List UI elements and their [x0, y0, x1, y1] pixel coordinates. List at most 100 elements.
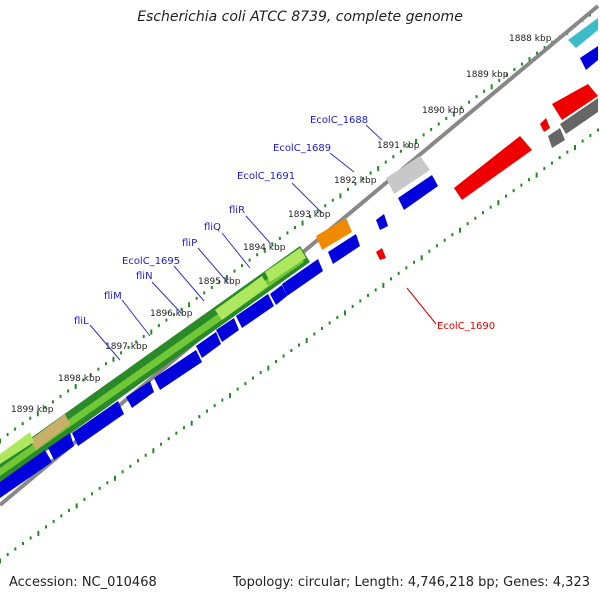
tick-mark: [271, 242, 274, 246]
tick-mark: [112, 356, 115, 362]
tick-mark: [74, 384, 77, 390]
tick-mark: [218, 280, 221, 284]
tick-mark: [520, 62, 523, 66]
tick-mark: [152, 448, 155, 454]
tick-mark: [21, 422, 24, 426]
tick-mark: [59, 394, 62, 398]
tick-label: 1899 kbp: [11, 405, 54, 415]
tick-mark: [97, 367, 100, 371]
tick-mark: [346, 187, 349, 191]
tick-mark: [278, 236, 281, 240]
tick-mark: [344, 310, 346, 316]
tick-mark: [305, 337, 308, 343]
tick-mark: [528, 57, 531, 63]
tick-mark: [430, 127, 433, 131]
tick-mark: [339, 193, 342, 199]
tick-mark: [37, 530, 40, 536]
tick-mark: [467, 100, 470, 104]
tick-mark: [0, 558, 1, 564]
tick-mark: [206, 409, 208, 413]
tick-mark: [489, 205, 492, 209]
tick-mark: [466, 222, 469, 226]
tick-mark: [392, 155, 395, 159]
tick-mark: [474, 216, 477, 220]
tick-mark: [313, 332, 316, 336]
tick-mark: [167, 437, 170, 441]
tick-mark: [290, 349, 293, 353]
tick-mark: [229, 393, 231, 399]
gene-label-ecolc-1695: EcolC_1695: [122, 256, 180, 267]
tick-mark: [475, 95, 478, 99]
gene-label-ecolc-1689: EcolC_1689: [273, 143, 331, 154]
tick-mark: [505, 194, 507, 198]
tick-mark: [198, 415, 201, 419]
tick-label: 1895 kbp: [198, 277, 241, 287]
tick-mark: [44, 405, 47, 409]
tick-mark: [558, 156, 561, 160]
tick-mark: [213, 404, 216, 408]
tick-label: 1893 kbp: [288, 210, 331, 220]
tick-mark: [566, 150, 569, 154]
tick-mark: [536, 51, 539, 55]
tick-mark: [104, 362, 107, 366]
tick-mark: [244, 382, 247, 386]
tick-mark: [369, 171, 372, 175]
tick-mark: [241, 264, 244, 268]
tick-mark: [267, 365, 270, 371]
tick-mark: [60, 514, 63, 518]
tick-mark: [259, 371, 262, 375]
tick-mark: [52, 519, 55, 523]
tick-mark: [543, 167, 546, 171]
tick-mark: [252, 376, 254, 380]
feature-teal: [568, 18, 598, 48]
tick-mark: [520, 183, 523, 187]
tick-mark: [528, 178, 530, 182]
tick-mark: [256, 253, 259, 257]
tick-mark: [160, 442, 162, 446]
forward-cds-blocks: [0, 46, 598, 498]
tick-mark: [384, 160, 387, 164]
tick-mark: [436, 244, 438, 248]
tick-mark: [362, 176, 365, 180]
tick-mark: [142, 334, 145, 338]
tick-mark: [275, 360, 277, 364]
tick-mark: [36, 411, 39, 417]
tick-mark: [180, 307, 183, 311]
tick-mark: [309, 215, 312, 219]
tick-mark: [581, 139, 584, 143]
tick-label: 1891 kbp: [377, 141, 420, 151]
tick-mark: [437, 122, 440, 126]
tick-mark: [459, 227, 461, 233]
tick-label: 1888 kbp: [509, 34, 552, 44]
tick-mark: [6, 433, 9, 437]
genome-summary: Topology: circular; Length: 4,746,218 bp…: [232, 575, 590, 590]
tick-mark: [377, 166, 380, 172]
tick-label: 1892 kbp: [334, 176, 377, 186]
tick-mark: [150, 329, 153, 335]
tick-mark: [263, 247, 266, 253]
tick-mark: [221, 398, 224, 402]
tick-mark: [415, 138, 418, 144]
tick-mark: [68, 508, 70, 512]
gene-label-flim: fliM: [104, 291, 122, 302]
gene-label-ecolc-1690: EcolC_1690: [437, 321, 495, 332]
tick-mark: [512, 189, 515, 193]
tick-mark: [175, 431, 178, 435]
tick-mark: [428, 249, 431, 253]
tick-mark: [574, 145, 576, 151]
tick-label: 1898 kbp: [58, 374, 101, 384]
tick-mark: [597, 128, 599, 132]
tick-label: 1894 kbp: [243, 243, 286, 253]
tick-mark: [129, 464, 132, 468]
tick-label: 1889 kbp: [466, 70, 509, 80]
tick-mark: [443, 238, 446, 242]
accession-label: Accession: NC_010468: [9, 575, 157, 590]
tick-dots: [0, 13, 599, 564]
tick-mark: [75, 503, 78, 509]
tick-mark: [195, 296, 198, 300]
tick-mark: [0, 438, 1, 444]
tick-mark: [89, 373, 92, 377]
gene-label-flil: fliL: [74, 316, 89, 327]
tick-mark: [83, 497, 86, 501]
tick-mark: [82, 378, 85, 382]
